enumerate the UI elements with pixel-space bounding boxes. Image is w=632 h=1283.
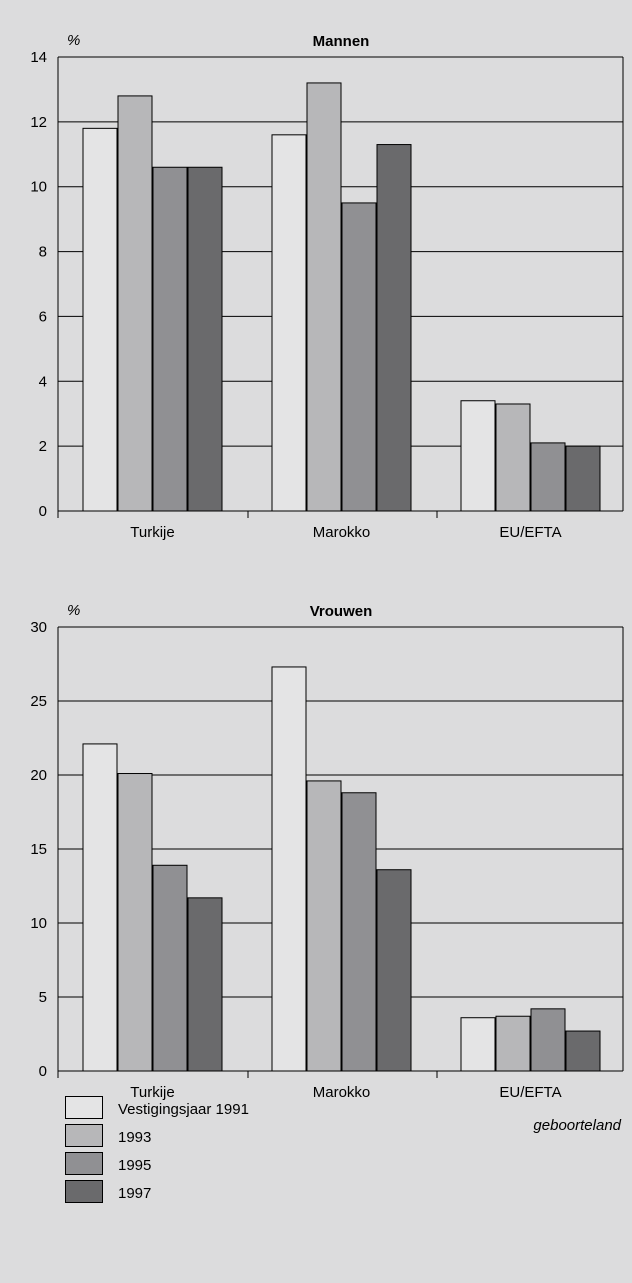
bar-mannen-eu-efta-3 (565, 445, 601, 512)
legend-swatch-1995 (65, 1152, 103, 1175)
y-tick-label-vrouwen-20: 20 (30, 767, 47, 784)
legend-label-1993: 1993 (118, 1129, 152, 1146)
legend-label-1991: Vestigingsjaar 1991 (118, 1101, 249, 1118)
y-tick-label-vrouwen-15: 15 (30, 841, 47, 858)
y-tick-label-vrouwen-0: 0 (39, 1063, 47, 1080)
chart-title-vrouwen: Vrouwen (310, 603, 373, 620)
bar-vrouwen-eu-efta-1 (495, 1015, 531, 1072)
bar-mannen-eu-efta-0 (460, 400, 496, 512)
legend-label-1997: 1997 (118, 1185, 152, 1202)
bar-mannen-eu-efta-1 (495, 403, 531, 512)
bar-mannen-marokko-3 (376, 144, 412, 512)
bar-vrouwen-eu-efta-3 (565, 1030, 601, 1072)
bar-vrouwen-marokko-3 (376, 869, 412, 1072)
y-tick-label-mannen-12: 12 (30, 114, 47, 131)
bar-mannen-eu-efta-2 (530, 442, 566, 512)
x-category-label-vrouwen-eu-efta: EU/EFTA (499, 1084, 561, 1101)
y-tick-label-mannen-10: 10 (30, 179, 47, 196)
x-category-label-vrouwen-turkije: Turkije (130, 1084, 174, 1101)
legend-swatch-1991 (65, 1096, 103, 1119)
y-tick-label-vrouwen-5: 5 (39, 989, 47, 1006)
bar-mannen-turkije-3 (187, 166, 223, 512)
bar-mannen-marokko-2 (341, 202, 377, 512)
bar-mannen-turkije-1 (117, 95, 153, 512)
y-tick-label-vrouwen-10: 10 (30, 915, 47, 932)
legend-swatch-1997 (65, 1180, 103, 1203)
bar-mannen-marokko-0 (271, 134, 307, 512)
legend-label-1995: 1995 (118, 1157, 152, 1174)
y-tick-label-vrouwen-25: 25 (30, 693, 47, 710)
y-tick-label-mannen-14: 14 (30, 49, 47, 66)
x-category-label-mannen-marokko: Marokko (313, 524, 371, 541)
bar-vrouwen-turkije-1 (117, 773, 153, 1072)
y-tick-label-mannen-8: 8 (39, 244, 47, 261)
bar-mannen-marokko-1 (306, 82, 342, 512)
x-axis-label: geboorteland (533, 1117, 621, 1134)
bar-vrouwen-marokko-1 (306, 780, 342, 1072)
y-tick-label-mannen-4: 4 (39, 373, 47, 390)
y-tick-label-vrouwen-30: 30 (30, 619, 47, 636)
bar-vrouwen-eu-efta-0 (460, 1017, 496, 1072)
bar-vrouwen-marokko-2 (341, 792, 377, 1072)
bar-vrouwen-turkije-2 (152, 864, 188, 1072)
bar-vrouwen-marokko-0 (271, 666, 307, 1072)
bar-vrouwen-turkije-3 (187, 897, 223, 1072)
y-tick-label-mannen-6: 6 (39, 308, 47, 325)
bar-vrouwen-turkije-0 (82, 743, 118, 1072)
chart-title-mannen: Mannen (313, 33, 370, 50)
x-category-label-mannen-turkije: Turkije (130, 524, 174, 541)
x-category-label-mannen-eu-efta: EU/EFTA (499, 524, 561, 541)
y-unit-label-vrouwen: % (67, 602, 80, 619)
legend-swatch-1993 (65, 1124, 103, 1147)
bar-mannen-turkije-0 (82, 127, 118, 512)
y-tick-label-mannen-2: 2 (39, 438, 47, 455)
bar-vrouwen-eu-efta-2 (530, 1008, 566, 1072)
bar-mannen-turkije-2 (152, 166, 188, 512)
y-tick-label-mannen-0: 0 (39, 503, 47, 520)
y-unit-label-mannen: % (67, 32, 80, 49)
x-category-label-vrouwen-marokko: Marokko (313, 1084, 371, 1101)
